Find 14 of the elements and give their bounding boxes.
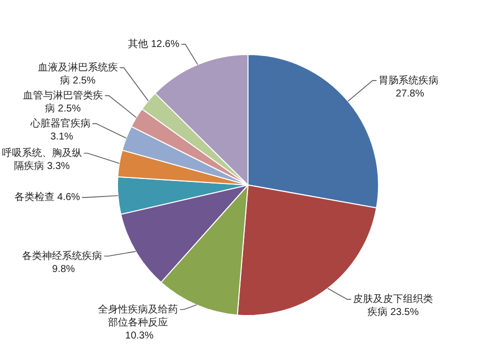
slice-label: 全身性疾病及给药部位各种反应 xyxy=(98,303,178,328)
data-label: 10.3% xyxy=(122,330,154,342)
slice-label: 血管与淋巴管类疾病 2.5% xyxy=(22,89,103,114)
slice-label: 心脏器官疾病 xyxy=(29,117,90,130)
slice-label: 各类神经系统疾病 xyxy=(22,250,102,262)
data-label: 27.8% xyxy=(392,88,424,100)
data-label: 3.1% xyxy=(48,131,74,142)
slice-label: 各类检查 4.6% xyxy=(14,191,80,204)
slice-label: 血液及淋巴系统疾病 2.5% xyxy=(38,61,118,86)
data-label: 9.8% xyxy=(49,264,76,275)
slice-label: 胃肠系统疾病 xyxy=(378,74,439,86)
slice-label: 皮肤及皮下组织类疾病 23.5% xyxy=(353,293,434,318)
slice-label: 呼吸系统、胸及纵隔疾病 3.3% xyxy=(2,146,82,172)
slice-label: 其他 12.6% xyxy=(128,38,180,50)
